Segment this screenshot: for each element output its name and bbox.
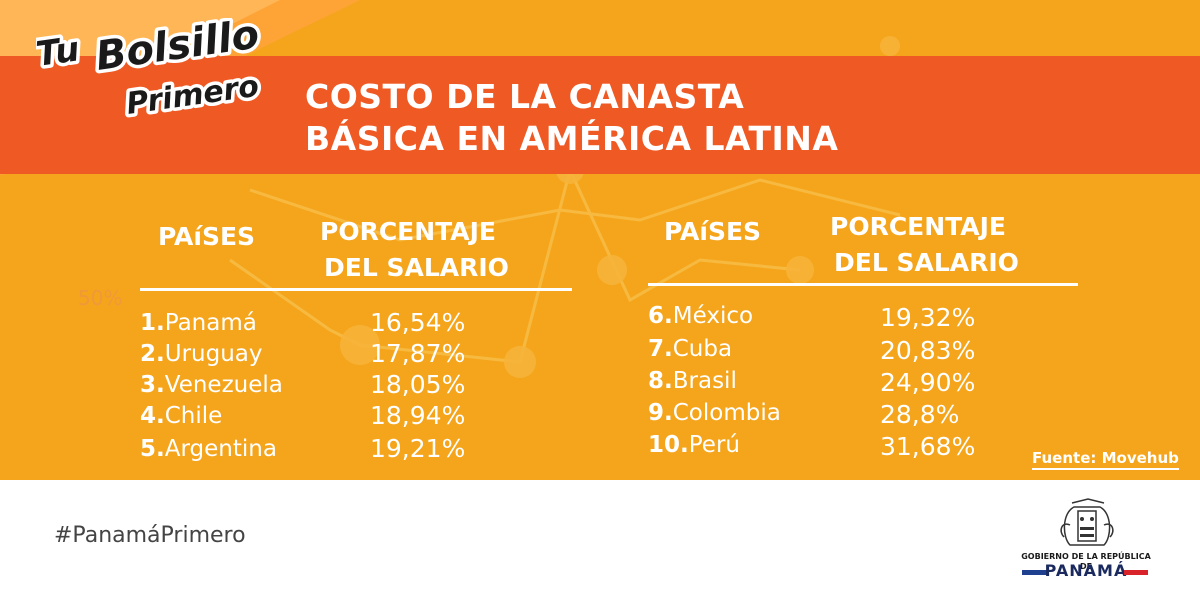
left-table-row: 1.Panamá bbox=[140, 310, 257, 336]
title-banner bbox=[0, 56, 1200, 174]
background-line-chart-decoration: 50% bbox=[78, 36, 901, 378]
right-table-percentage: 19,32% bbox=[880, 303, 976, 332]
left-table-row: 3.Venezuela bbox=[140, 372, 283, 398]
left-table-percentage: 19,21% bbox=[370, 434, 466, 463]
source-credit: Fuente: Movehub bbox=[1032, 448, 1179, 470]
flag-stripe-red bbox=[1124, 570, 1148, 575]
panama-coat-of-arms-icon bbox=[1060, 498, 1114, 546]
infographic-panel: 50% COSTO DE LA CANASTA BÁSICA EN AMÉRIC… bbox=[0, 0, 1200, 480]
title-line-1: COSTO DE LA CANASTA bbox=[305, 77, 745, 116]
svg-text:Primero: Primero bbox=[124, 69, 261, 122]
left-table-percentage: 18,05% bbox=[370, 370, 466, 399]
tu-bolsillo-primero-logo: Tu Bolsillo Primero bbox=[36, 18, 265, 125]
left-header-countries: PAíSES bbox=[158, 222, 256, 251]
hashtag: #PanamáPrimero bbox=[54, 523, 246, 548]
left-table-percentage: 18,94% bbox=[370, 401, 466, 430]
page-title: COSTO DE LA CANASTA BÁSICA EN AMÉRICA LA… bbox=[305, 76, 838, 160]
left-table-row: 2.Uruguay bbox=[140, 341, 263, 367]
left-table-percentage: 17,87% bbox=[370, 339, 466, 368]
government-label: GOBIERNO DE LA REPÚBLICA DE bbox=[1021, 552, 1151, 571]
svg-text:Tu: Tu bbox=[36, 29, 82, 75]
government-country-name: PANAMÁ bbox=[1044, 561, 1128, 580]
right-table-row: 9.Colombia bbox=[648, 400, 781, 426]
right-table-row: 7.Cuba bbox=[648, 336, 733, 362]
right-table-row: 10.Perú bbox=[648, 432, 740, 458]
right-table-percentage: 20,83% bbox=[880, 336, 976, 365]
background-axis-label: 50% bbox=[78, 286, 122, 310]
right-header-countries: PAíSES bbox=[664, 217, 762, 246]
left-header-percentage-line1: PORCENTAJE bbox=[320, 217, 497, 246]
right-table-row: 6.México bbox=[648, 303, 754, 329]
right-table-percentage: 31,68% bbox=[880, 432, 976, 461]
right-header-percentage-line1: PORCENTAJE bbox=[830, 212, 1007, 241]
left-header-divider bbox=[140, 288, 572, 291]
right-table-percentage: 28,8% bbox=[880, 400, 960, 429]
left-table-percentage: 16,54% bbox=[370, 308, 466, 337]
left-table-row: 5.Argentina bbox=[140, 436, 277, 462]
left-header-percentage-line2: DEL SALARIO bbox=[324, 253, 509, 282]
right-table-percentage: 24,90% bbox=[880, 368, 976, 397]
right-header-divider bbox=[648, 283, 1078, 286]
flag-stripe-blue bbox=[1022, 570, 1048, 575]
title-line-2: BÁSICA EN AMÉRICA LATINA bbox=[305, 119, 839, 158]
right-header-percentage-line2: DEL SALARIO bbox=[834, 248, 1019, 277]
left-table-row: 4.Chile bbox=[140, 403, 223, 429]
right-table-row: 8.Brasil bbox=[648, 368, 737, 394]
